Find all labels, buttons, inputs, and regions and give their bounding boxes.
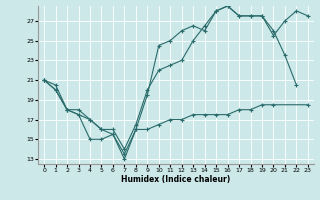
X-axis label: Humidex (Indice chaleur): Humidex (Indice chaleur) xyxy=(121,175,231,184)
